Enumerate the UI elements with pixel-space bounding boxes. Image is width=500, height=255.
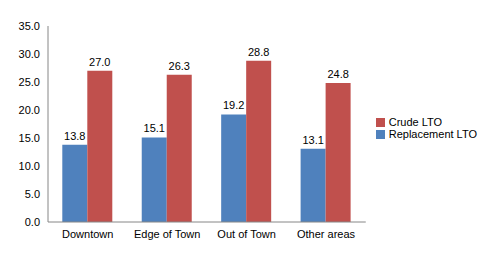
svg-text:15.1: 15.1: [144, 122, 165, 134]
html-text:Replacement LTO: Replacement LTO: [388, 127, 477, 140]
svg-text:Other areas: Other areas: [297, 228, 356, 240]
svg-text:15.0: 15.0: [19, 132, 40, 144]
svg-text:19.2: 19.2: [223, 99, 244, 111]
svg-text:24.8: 24.8: [327, 68, 348, 80]
html-text:Crude LTO: Crude LTO: [388, 115, 443, 128]
svg-text:26.3: 26.3: [169, 60, 190, 72]
svg-text:25.0: 25.0: [19, 76, 40, 88]
svg-text:0.0: 0.0: [25, 216, 40, 228]
svg-text:5.0: 5.0: [25, 188, 40, 200]
svg-text:Downtown: Downtown: [62, 228, 113, 240]
svg-text:10.0: 10.0: [19, 160, 40, 172]
svg-text:28.8: 28.8: [248, 46, 269, 58]
svg-text:13.1: 13.1: [302, 134, 323, 146]
svg-text:35.0: 35.0: [19, 20, 40, 32]
svg-text:20.0: 20.0: [19, 104, 40, 116]
svg-text:13.8: 13.8: [64, 130, 85, 142]
svg-text:27.0: 27.0: [89, 56, 110, 68]
svg-text:Out of Town: Out of Town: [217, 228, 276, 240]
svg-text:30.0: 30.0: [19, 48, 40, 60]
svg-text:Edge of Town: Edge of Town: [134, 228, 200, 240]
